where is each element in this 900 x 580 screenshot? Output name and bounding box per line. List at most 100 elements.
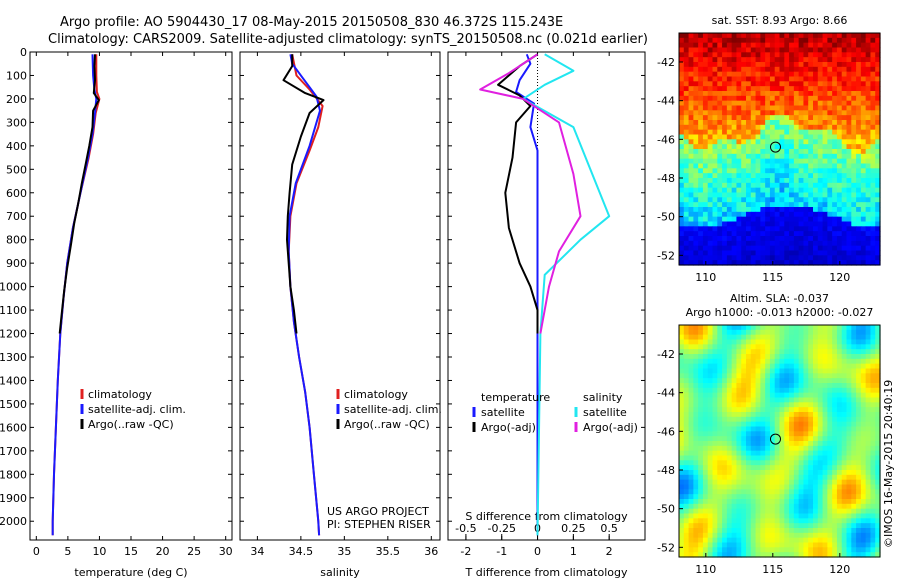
map-x-tick-label: 110 bbox=[695, 271, 716, 284]
series-line-satellite-adj-clim- bbox=[51, 54, 98, 536]
x-tick-label: 0 bbox=[534, 545, 541, 558]
x-tick-label: 35.5 bbox=[376, 545, 401, 558]
y-tick-label: 800 bbox=[6, 234, 27, 247]
map-x-tick-label: 120 bbox=[829, 271, 850, 284]
map-y-tick-label: -48 bbox=[657, 464, 675, 477]
y-tick-label: 1900 bbox=[0, 492, 27, 505]
series-line-s-satellite bbox=[522, 53, 611, 536]
legend-label: Argo(..raw -QC) bbox=[344, 418, 430, 431]
y-tick-label: 200 bbox=[6, 93, 27, 106]
s-axis-label: S difference from climatology bbox=[465, 510, 628, 523]
panel-frame bbox=[29, 51, 233, 541]
map-frame bbox=[678, 32, 881, 266]
map-y-tick-label: -44 bbox=[657, 387, 675, 400]
series-line-argo-raw-qc- bbox=[282, 54, 325, 334]
credit-line1: US ARGO PROJECT bbox=[327, 505, 429, 518]
y-tick-label: 500 bbox=[6, 163, 27, 176]
y-tick-label: 1700 bbox=[0, 445, 27, 458]
x-tick-label: 10 bbox=[92, 545, 106, 558]
map-sla-map: 110 115 120 -42 -44 -46 -48 -50 -52 Altim. SLA: -… bbox=[657, 292, 881, 576]
legend-title-temperature: temperature bbox=[481, 391, 550, 404]
x-tick-label: 35 bbox=[337, 545, 351, 558]
series-line-t-satellite bbox=[515, 53, 539, 536]
x-axis-label: salinity bbox=[320, 566, 360, 579]
s-tick-label: 0.5 bbox=[600, 522, 618, 535]
y-tick-label: 400 bbox=[6, 140, 27, 153]
profile-panel-temperature: 0 5 10 15 20 25 30 temperature (deg C) 0 100 200 30… bbox=[0, 46, 233, 579]
s-tick-label: -0.25 bbox=[487, 522, 515, 535]
map-y-tick-label: -52 bbox=[657, 541, 675, 554]
x-tick-label: 1 bbox=[570, 545, 577, 558]
side-stamp: ©IMOS 16-May-2015 20:40:19 bbox=[882, 380, 895, 548]
x-tick-label: 36 bbox=[424, 545, 438, 558]
y-tick-label: 900 bbox=[6, 257, 27, 270]
x-tick-label: 34.5 bbox=[289, 545, 314, 558]
map-x-tick-label: 110 bbox=[695, 563, 716, 576]
map-y-tick-label: -46 bbox=[657, 133, 675, 146]
legend-label: Argo(-adj) bbox=[583, 421, 638, 434]
legend-label: satellite bbox=[583, 406, 627, 419]
map-frame bbox=[678, 324, 881, 558]
series-line-s-argo-adj- bbox=[479, 53, 582, 334]
x-tick-label: 20 bbox=[156, 545, 170, 558]
x-tick-label: 30 bbox=[219, 545, 233, 558]
map-y-tick-label: -46 bbox=[657, 425, 675, 438]
y-tick-label: 1000 bbox=[0, 281, 27, 294]
series-line-argo-raw-qc- bbox=[58, 54, 100, 334]
panel-frame bbox=[447, 51, 646, 541]
map-y-tick-label: -48 bbox=[657, 172, 675, 185]
legend-label: climatology bbox=[88, 388, 152, 401]
y-tick-label: 1300 bbox=[0, 351, 27, 364]
legend-label: satellite bbox=[481, 406, 525, 419]
legend-label: satellite-adj. clim. bbox=[88, 403, 186, 416]
x-tick-label: 2 bbox=[606, 545, 613, 558]
y-tick-label: 700 bbox=[6, 210, 27, 223]
y-tick-label: 2000 bbox=[0, 515, 27, 528]
profile-panel-difference: -2 -1 0 1 2 T difference from climatology -0.5… bbox=[447, 51, 646, 579]
header-line2: Climatology: CARS2009. Satellite-adjuste… bbox=[48, 32, 648, 47]
legend-label: satellite-adj. clim. bbox=[344, 403, 442, 416]
legend-label: Argo(..raw -QC) bbox=[88, 418, 174, 431]
profile-panel-salinity: 34 34.5 35 35.5 36 salinity climatology satelli… bbox=[239, 51, 442, 579]
map-y-tick-label: -42 bbox=[657, 348, 675, 361]
panel-frame bbox=[239, 51, 441, 541]
y-tick-label: 300 bbox=[6, 116, 27, 129]
map-title: Altim. SLA: -0.037 bbox=[730, 292, 829, 305]
map-y-tick-label: -50 bbox=[657, 211, 675, 224]
y-tick-label: 1400 bbox=[0, 374, 27, 387]
y-tick-label: 100 bbox=[6, 69, 27, 82]
x-axis-label: temperature (deg C) bbox=[74, 566, 187, 579]
map-x-tick-label: 115 bbox=[762, 563, 783, 576]
map-title: sat. SST: 8.93 Argo: 8.66 bbox=[712, 14, 848, 27]
map-sst-map: 110 115 120 -42 -44 -46 -48 -50 -52 sat. SST: 8.9… bbox=[657, 14, 881, 284]
legend-title-salinity: salinity bbox=[583, 391, 623, 404]
map-x-tick-label: 115 bbox=[762, 271, 783, 284]
s-tick-label: 0.25 bbox=[561, 522, 586, 535]
y-tick-label: 0 bbox=[20, 46, 27, 59]
map-y-tick-label: -44 bbox=[657, 95, 675, 108]
argo-position-marker bbox=[769, 141, 781, 153]
map-subtitle: Argo h1000: -0.013 h2000: -0.027 bbox=[686, 306, 874, 319]
map-y-tick-label: -50 bbox=[657, 503, 675, 516]
x-tick-label: 34 bbox=[250, 545, 264, 558]
y-tick-label: 600 bbox=[6, 187, 27, 200]
x-tick-label: 25 bbox=[187, 545, 201, 558]
series-line-satellite-adj-clim- bbox=[287, 54, 321, 536]
y-tick-label: 1800 bbox=[0, 468, 27, 481]
map-x-tick-label: 120 bbox=[829, 563, 850, 576]
series-line-t-argo-adj- bbox=[497, 53, 539, 334]
y-tick-label: 1500 bbox=[0, 398, 27, 411]
argo-position-marker bbox=[769, 433, 781, 445]
x-tick-label: 5 bbox=[64, 545, 71, 558]
y-tick-label: 1600 bbox=[0, 421, 27, 434]
x-tick-label: 15 bbox=[124, 545, 138, 558]
map-y-tick-label: -42 bbox=[657, 56, 675, 69]
x-tick-label: -2 bbox=[460, 545, 471, 558]
header-line1: Argo profile: AO 5904430_17 08-May-2015 … bbox=[60, 15, 563, 30]
y-tick-label: 1100 bbox=[0, 304, 27, 317]
x-tick-label: -1 bbox=[496, 545, 507, 558]
map-y-tick-label: -52 bbox=[657, 249, 675, 262]
x-axis-label: T difference from climatology bbox=[465, 566, 628, 579]
s-tick-label: -0.5 bbox=[455, 522, 476, 535]
